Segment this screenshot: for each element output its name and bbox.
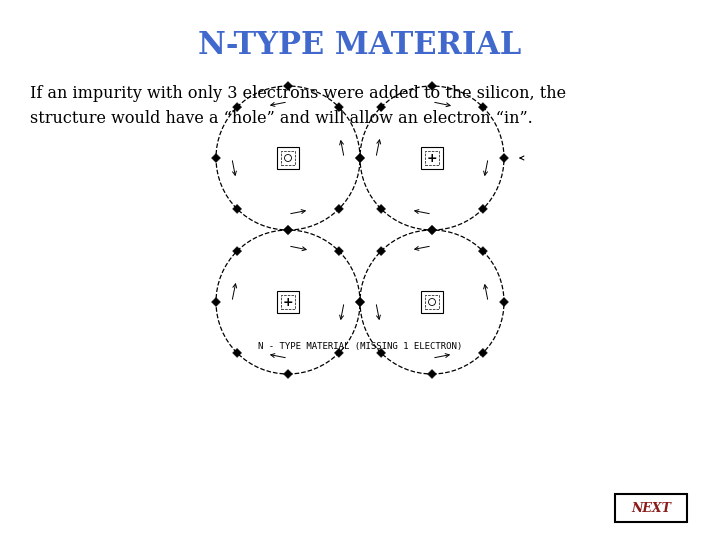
Polygon shape <box>233 348 242 357</box>
Text: NEXT: NEXT <box>631 502 671 515</box>
Polygon shape <box>356 298 364 307</box>
Polygon shape <box>284 226 292 234</box>
Polygon shape <box>377 103 386 112</box>
Polygon shape <box>212 298 220 307</box>
Bar <box>281 295 295 309</box>
Polygon shape <box>284 82 292 91</box>
Polygon shape <box>356 153 364 163</box>
Polygon shape <box>500 153 508 163</box>
Polygon shape <box>428 226 436 234</box>
Polygon shape <box>478 247 487 255</box>
Polygon shape <box>356 298 364 307</box>
Text: If an impurity with only 3 electrons were added to the silicon, the
structure wo: If an impurity with only 3 electrons wer… <box>30 85 566 127</box>
Polygon shape <box>428 226 436 234</box>
Polygon shape <box>500 298 508 307</box>
Polygon shape <box>334 348 343 357</box>
Polygon shape <box>284 226 292 234</box>
Polygon shape <box>233 247 242 255</box>
Bar <box>425 151 439 165</box>
Bar <box>277 291 299 313</box>
Polygon shape <box>212 153 220 163</box>
Polygon shape <box>478 103 487 112</box>
Polygon shape <box>233 103 242 112</box>
Bar <box>421 291 443 313</box>
Polygon shape <box>428 82 436 91</box>
Bar <box>281 151 295 165</box>
Text: +: + <box>283 295 293 308</box>
Text: N-TYPE MATERIAL: N-TYPE MATERIAL <box>199 30 521 60</box>
Text: N - TYPE MATERIAL (MISSING 1 ELECTRON): N - TYPE MATERIAL (MISSING 1 ELECTRON) <box>258 342 462 352</box>
Polygon shape <box>334 205 343 213</box>
Polygon shape <box>356 153 364 163</box>
Bar <box>425 295 439 309</box>
Polygon shape <box>478 348 487 357</box>
Bar <box>421 147 443 169</box>
Polygon shape <box>377 348 386 357</box>
Bar <box>277 147 299 169</box>
Polygon shape <box>334 103 343 112</box>
Text: +: + <box>427 152 437 165</box>
Polygon shape <box>478 205 487 213</box>
Polygon shape <box>377 205 386 213</box>
Polygon shape <box>428 369 436 379</box>
Polygon shape <box>334 247 343 255</box>
Polygon shape <box>233 205 242 213</box>
Polygon shape <box>377 247 386 255</box>
FancyBboxPatch shape <box>615 494 687 522</box>
Polygon shape <box>284 369 292 379</box>
